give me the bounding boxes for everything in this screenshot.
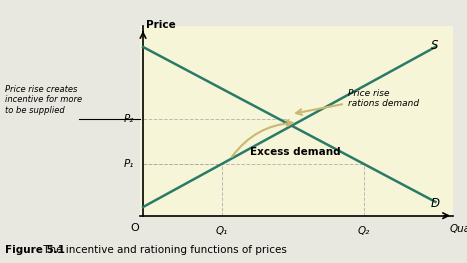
Text: P₁: P₁ (124, 159, 134, 169)
Text: Price: Price (146, 20, 176, 30)
Text: Excess demand: Excess demand (250, 147, 340, 157)
Text: Price rise
rations demand: Price rise rations demand (348, 89, 419, 108)
Text: Price rise creates
incentive for more
to be supplied: Price rise creates incentive for more to… (5, 85, 82, 115)
Text: Quantity: Quantity (450, 224, 467, 234)
Text: Q₁: Q₁ (215, 226, 228, 236)
Text: O: O (130, 222, 139, 232)
Text: The incentive and rationing functions of prices: The incentive and rationing functions of… (40, 245, 287, 255)
Text: P₂: P₂ (124, 114, 134, 124)
Text: Figure 5.1: Figure 5.1 (5, 245, 64, 255)
Text: D: D (431, 197, 440, 210)
Text: S: S (431, 39, 439, 52)
Text: Q₂: Q₂ (358, 226, 370, 236)
